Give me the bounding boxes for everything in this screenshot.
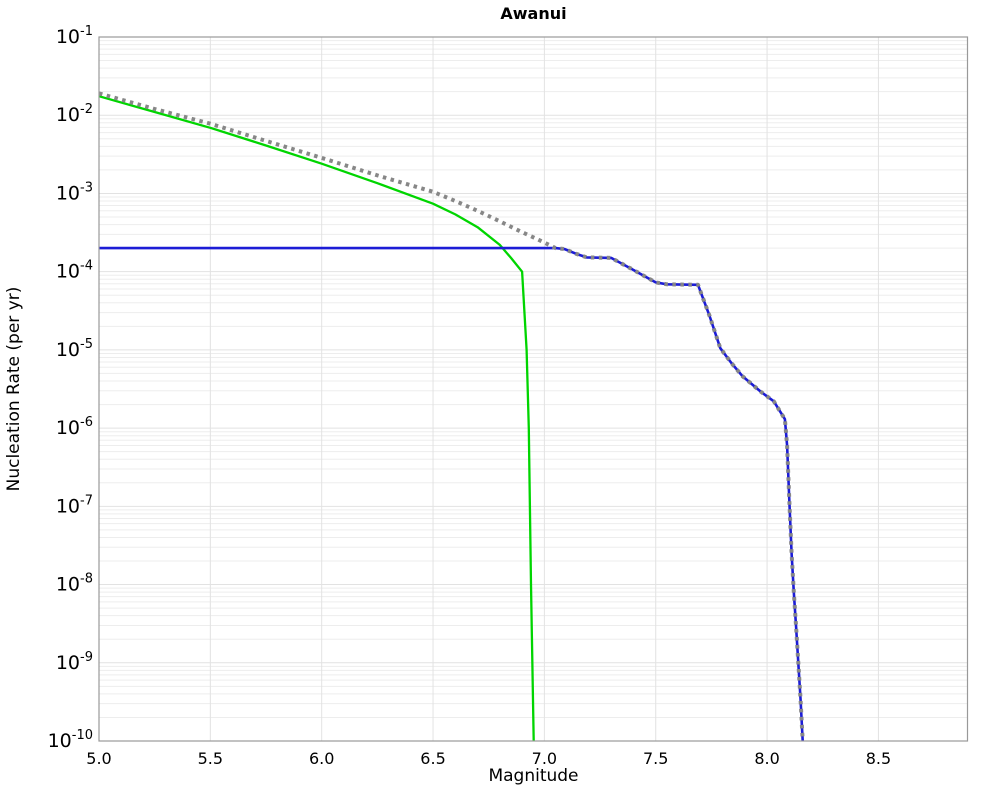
x-tick-label: 8.5 (866, 749, 891, 768)
y-tick-label: 10-6 (56, 415, 93, 439)
x-tick-label: 6.0 (309, 749, 334, 768)
series-green-solid (99, 95, 535, 741)
x-tick-label: 7.5 (643, 749, 668, 768)
x-tick-label: 7.0 (532, 749, 557, 768)
x-tick-label: 5.0 (86, 749, 111, 768)
chart-title: Awanui (500, 4, 567, 23)
series-group (99, 91, 805, 741)
y-tick-label: 10-9 (56, 650, 93, 674)
series-blue-solid (99, 246, 804, 741)
x-tick-label: 8.0 (754, 749, 779, 768)
y-tick-label: 10-4 (56, 259, 93, 283)
x-tick-label: 6.5 (420, 749, 445, 768)
y-tick-label: 10-1 (56, 24, 93, 48)
x-axis-label: Magnitude (488, 766, 579, 786)
y-tick-label: 10-10 (48, 728, 93, 752)
series-gray-dotted (99, 91, 805, 741)
y-tick-label: 10-2 (56, 102, 93, 126)
x-tick-label: 5.5 (198, 749, 223, 768)
plot-border (98, 36, 969, 742)
y-tick-label: 10-8 (56, 572, 93, 596)
y-tick-label: 10-7 (56, 493, 93, 517)
y-tick-label: 10-3 (56, 180, 93, 204)
y-tick-label: 10-5 (56, 337, 93, 361)
